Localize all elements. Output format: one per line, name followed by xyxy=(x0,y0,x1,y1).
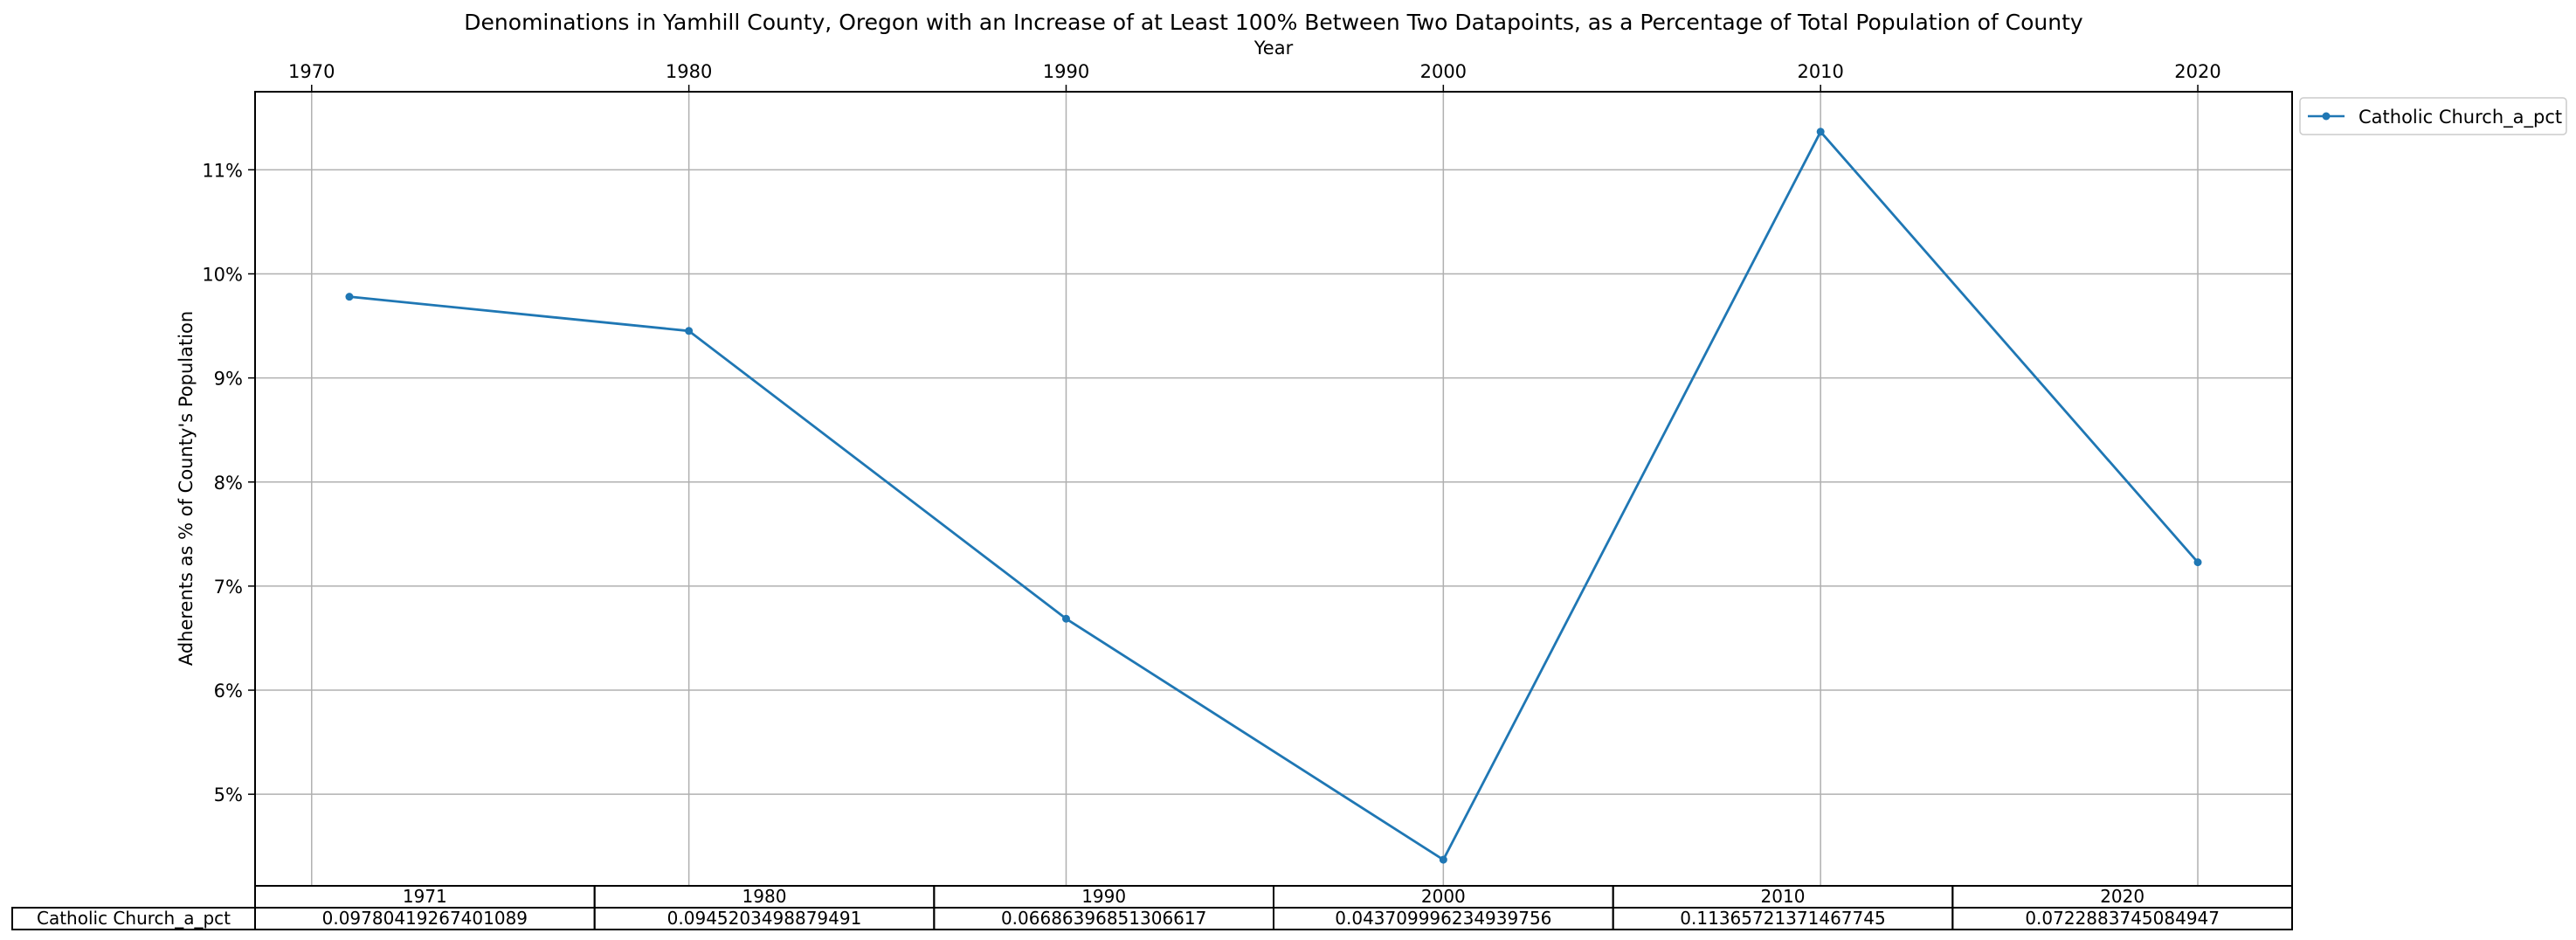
table-cell-value: 0.0945203498879491 xyxy=(667,908,862,929)
table-column-header: 2010 xyxy=(1761,886,1806,907)
y-tick-label: 11% xyxy=(202,160,243,181)
x-tick-label: 1990 xyxy=(1043,61,1089,82)
x-tick-label: 2000 xyxy=(1420,61,1467,82)
y-tick-label: 8% xyxy=(214,473,243,494)
table-cell-value: 0.043709996234939756 xyxy=(1335,908,1551,929)
x-tick-label: 2010 xyxy=(1797,61,1843,82)
table-cell-value: 0.0722883745084947 xyxy=(2025,908,2220,929)
data-point xyxy=(345,293,354,301)
plot-frame xyxy=(254,91,2293,887)
data-point xyxy=(2193,558,2202,567)
series-line xyxy=(349,130,2200,861)
x-tick-label: 2020 xyxy=(2174,61,2220,82)
table-cell-value: 0.09780419267401089 xyxy=(322,908,528,929)
x-tick-label: 1970 xyxy=(288,61,335,82)
table-column-header: 2020 xyxy=(2100,886,2144,907)
y-tick-label: 5% xyxy=(214,784,243,805)
chart-title: Denominations in Yamhill County, Oregon … xyxy=(464,10,2083,35)
y-tick-label: 6% xyxy=(214,681,243,702)
data-point xyxy=(685,327,694,335)
table-row-label: Catholic Church_a_pct xyxy=(37,908,231,929)
data-point xyxy=(1816,128,1825,136)
legend-marker-swatch xyxy=(2322,112,2331,121)
legend-box xyxy=(2299,97,2567,135)
table-column-header: 1980 xyxy=(742,886,787,907)
series-layer xyxy=(345,128,2202,864)
y-axis-ticks: 5% 6% 7% 8% 9% 10% 11% xyxy=(202,160,255,805)
table-column-header: 1990 xyxy=(1081,886,1126,907)
table-cell-value: 0.11365721371467745 xyxy=(1680,908,1885,929)
legend-label: Catholic Church_a_pct xyxy=(2358,107,2562,128)
x-tick-label: 1980 xyxy=(666,61,712,82)
y-tick-label: 10% xyxy=(202,264,243,285)
y-axis-label: Adherents as % of County's Population xyxy=(176,311,197,666)
x-axis-ticks: 1970 1980 1990 2000 2010 2020 xyxy=(288,61,2221,92)
y-tick-label: 9% xyxy=(214,369,243,390)
data-table: Catholic Church_a_pct 19710.0978041926740… xyxy=(11,885,2293,930)
data-point xyxy=(1439,855,1447,864)
table-column-header: 2000 xyxy=(1421,886,1466,907)
table-column-header: 1971 xyxy=(403,886,447,907)
y-tick-label: 7% xyxy=(214,577,243,598)
table-value-cell xyxy=(1951,907,2293,930)
grid-lines xyxy=(255,92,2292,886)
x-axis-label: Year xyxy=(1253,38,1294,59)
data-point xyxy=(1061,614,1070,623)
legend: Catholic Church_a_pct xyxy=(2299,97,2567,135)
table-cell-value: 0.06686396851306617 xyxy=(1001,908,1206,929)
